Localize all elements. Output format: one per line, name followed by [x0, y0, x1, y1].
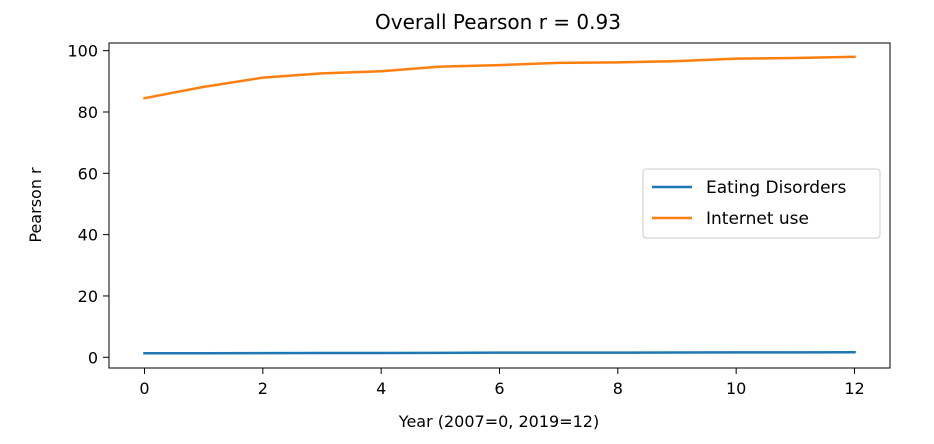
y-tick-label: 0: [88, 348, 98, 367]
y-tick-label: 40: [78, 226, 98, 245]
x-tick-label: 6: [494, 379, 504, 398]
legend: Eating Disorders Internet use: [642, 168, 881, 239]
x-tick-label: 12: [844, 379, 864, 398]
legend-box: [642, 168, 881, 239]
y-axis-ticks: 0 20 40 60 80 100: [67, 42, 109, 367]
legend-label-internet-use: Internet use: [706, 209, 809, 229]
x-tick-label: 4: [376, 379, 386, 398]
series-line-eating-disorders: [143, 350, 856, 355]
x-tick-label: 8: [613, 379, 623, 398]
y-tick-label: 20: [78, 287, 98, 306]
x-tick-label: 10: [726, 379, 746, 398]
y-tick-label: 100: [67, 42, 98, 61]
y-axis-title: Pearson r: [26, 167, 45, 243]
legend-label-eating-disorders: Eating Disorders: [706, 178, 847, 198]
y-tick-label: 80: [78, 103, 98, 122]
y-tick-label: 60: [78, 164, 98, 183]
x-axis-ticks: 0 2 4 6 8 10 12: [139, 368, 865, 398]
series-lines: [143, 55, 856, 355]
series-line-internet-use: [143, 55, 856, 100]
x-tick-label: 2: [258, 379, 268, 398]
chart-title: Overall Pearson r = 0.93: [375, 10, 621, 34]
x-axis-title: Year (2007=0, 2019=12): [398, 412, 599, 431]
x-tick-label: 0: [139, 379, 149, 398]
